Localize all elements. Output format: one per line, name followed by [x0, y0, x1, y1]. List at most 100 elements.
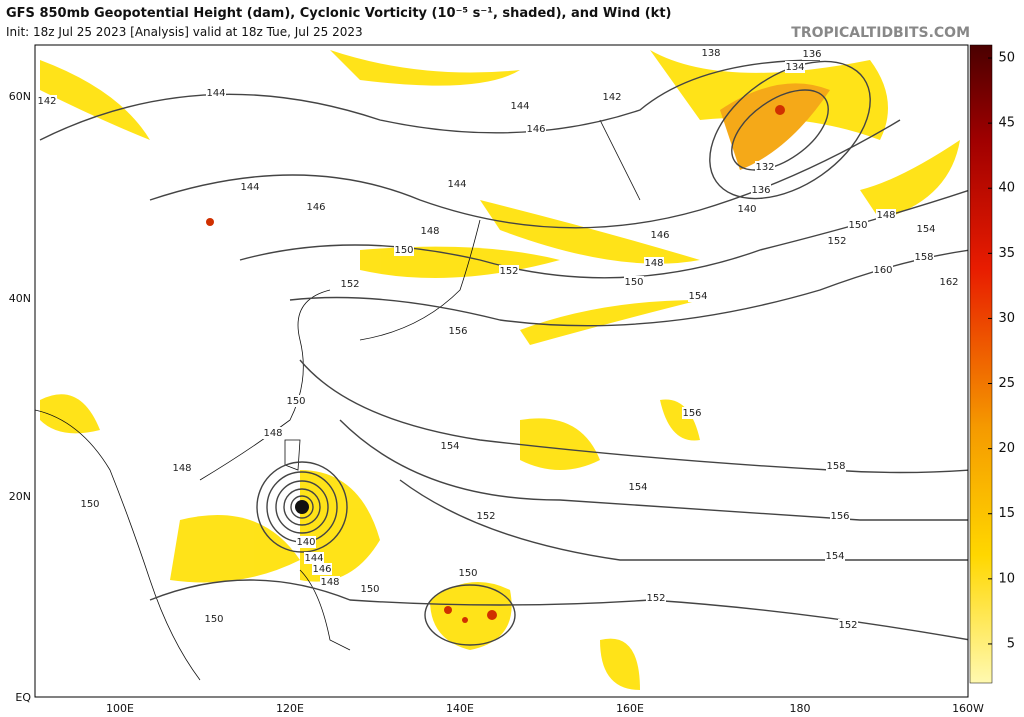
contour-label-bg — [80, 498, 100, 510]
contour-label-bg — [825, 550, 845, 562]
contour-label-bg — [286, 395, 306, 407]
contour-label-bg — [785, 61, 805, 73]
contour-label: 154 — [916, 224, 935, 235]
contour-label-bg — [876, 209, 896, 221]
lon-label: 180 — [790, 702, 811, 715]
contour-label: 156 — [830, 511, 849, 522]
contour-label: 144 — [206, 88, 225, 99]
lon-label: 120E — [276, 702, 304, 715]
lon-label: 160E — [616, 702, 644, 715]
vorticity-peaks — [206, 105, 785, 623]
lon-label: 100E — [106, 702, 134, 715]
title: GFS 850mb Geopotential Height (dam), Cyc… — [6, 6, 672, 21]
contour-label-bg — [304, 552, 324, 564]
contour-label-bg — [447, 178, 467, 190]
contour-label: 154 — [628, 482, 647, 493]
contour-label: 154 — [440, 441, 459, 452]
contour-label: 154 — [688, 291, 707, 302]
subtitle: Init: 18z Jul 25 2023 [Analysis] valid a… — [6, 25, 363, 39]
contour-label: 140 — [737, 204, 756, 215]
lat-label: 40N — [9, 292, 31, 305]
contour-label: 148 — [644, 258, 663, 269]
contour-label-bg — [296, 536, 316, 548]
contour-label: 148 — [320, 577, 339, 588]
contour-label-bg — [737, 203, 757, 215]
contour-label-bg — [830, 510, 850, 522]
contour-label-bg — [499, 265, 519, 277]
contour-label-bg — [312, 563, 332, 575]
contour-label: 144 — [304, 553, 323, 564]
contour-label: 146 — [650, 230, 669, 241]
contour-label-bg — [688, 290, 708, 302]
contour-label: 132 — [755, 162, 774, 173]
lon-label: 140E — [446, 702, 474, 715]
contour-label: 156 — [448, 326, 467, 337]
contour-label: 146 — [312, 564, 331, 575]
contour-label-bg — [172, 462, 192, 474]
contour-label: 148 — [263, 428, 282, 439]
contour-label-bg — [682, 407, 702, 419]
contour-label-bg — [826, 460, 846, 472]
contour-label-bg — [838, 619, 858, 631]
contour-label: 158 — [914, 252, 933, 263]
contour-label-bg — [448, 325, 468, 337]
contour-label: 142 — [602, 92, 621, 103]
contour-label: 154 — [825, 551, 844, 562]
contour-label-bg — [458, 567, 478, 579]
colorbar-label: 40 — [998, 181, 1015, 196]
contour-label-bg — [204, 613, 224, 625]
contour-label: 150 — [458, 568, 477, 579]
contour-label: 140 — [296, 537, 315, 548]
contour-label-bg — [873, 264, 893, 276]
contour-label: 136 — [802, 49, 821, 60]
contour-label-bg — [476, 510, 496, 522]
contour-label: 146 — [526, 124, 545, 135]
contour-label-bg — [628, 481, 648, 493]
contour-label-bg — [510, 100, 530, 112]
contour-label: 152 — [646, 593, 665, 604]
contour-label-bg — [37, 95, 57, 107]
contour-label: 144 — [447, 179, 466, 190]
contour-label-bg — [802, 48, 822, 60]
colorbar — [969, 44, 993, 684]
colorbar-label: 5 — [1007, 636, 1015, 651]
contour-label: 150 — [624, 277, 643, 288]
lon-label: 160W — [952, 702, 984, 715]
contour-label-bg — [602, 91, 622, 103]
contour-label: 136 — [751, 185, 770, 196]
contour-label: 150 — [848, 220, 867, 231]
contour-label: 158 — [826, 461, 845, 472]
lat-label: EQ — [15, 691, 31, 704]
contour-label-bg — [206, 87, 226, 99]
lat-label: 60N — [9, 90, 31, 103]
colorbar-label: 45 — [998, 116, 1015, 131]
contour-label: 148 — [876, 210, 895, 221]
colorbar-label: 35 — [998, 246, 1015, 261]
map-area — [35, 45, 968, 697]
contour-label-bg — [914, 251, 934, 263]
contour-label: 152 — [838, 620, 857, 631]
colorbar-label: 20 — [998, 441, 1015, 456]
contour-label: 152 — [476, 511, 495, 522]
contour-label: 150 — [204, 614, 223, 625]
contour-label-bg — [650, 229, 670, 241]
contour-label: 152 — [340, 279, 359, 290]
map-frame — [34, 44, 969, 698]
contour-label-bg — [306, 201, 326, 213]
contour-label-bg — [755, 161, 775, 173]
contour-label: 144 — [240, 182, 259, 193]
contour-label: 150 — [394, 245, 413, 256]
contour-label-bg — [263, 427, 283, 439]
contour-label-bg — [751, 184, 771, 196]
contour-label-bg — [394, 244, 414, 256]
colorbar-label: 50 — [998, 51, 1015, 66]
lat-label: 20N — [9, 490, 31, 503]
contour-label-bg — [644, 257, 664, 269]
contour-label: 150 — [286, 396, 305, 407]
contour-label: 150 — [80, 499, 99, 510]
contour-label-bg — [916, 223, 936, 235]
contour-label: 144 — [510, 101, 529, 112]
contour-label-bg — [360, 583, 380, 595]
contour-label: 138 — [701, 48, 720, 59]
